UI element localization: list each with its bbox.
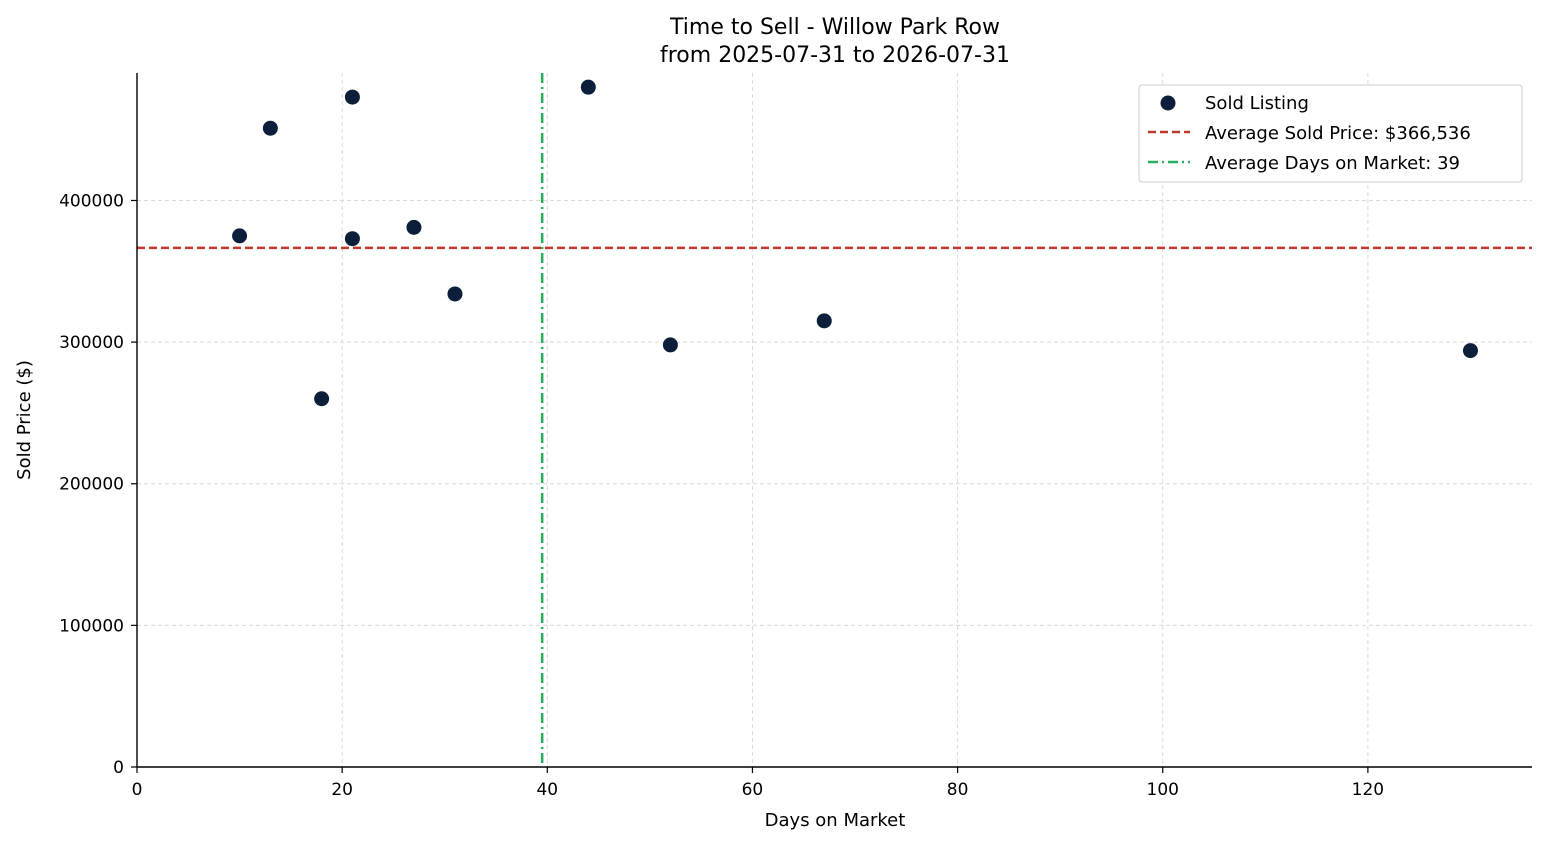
grid-lines: [137, 73, 1532, 767]
sold-listing-point: [232, 228, 248, 244]
legend-marker-sold-listing: [1160, 95, 1176, 111]
sold-listing-point: [344, 231, 360, 247]
legend-label-avg-price: Average Sold Price: $366,536: [1205, 123, 1471, 144]
y-tick-label: 200000: [59, 475, 124, 495]
x-axis-label: Days on Market: [765, 810, 906, 831]
sold-listing-point: [447, 286, 463, 302]
sold-listing-point: [314, 391, 330, 407]
legend-label-avg-days: Average Days on Market: 39: [1205, 153, 1460, 174]
x-tick-label: 20: [331, 780, 353, 800]
y-axis-label: Sold Price ($): [14, 360, 35, 480]
chart-subtitle: from 2025-07-31 to 2026-07-31: [660, 43, 1010, 68]
y-tick-label: 400000: [59, 191, 124, 211]
reference-lines: [137, 73, 1532, 767]
chart-title: Time to Sell - Willow Park Row: [669, 15, 1000, 40]
x-tick-label: 60: [742, 780, 764, 800]
sold-listing-point: [580, 79, 596, 95]
sold-listing-point: [344, 89, 360, 105]
legend-box: [1138, 84, 1523, 183]
x-tick-label: 100: [1147, 780, 1179, 800]
data-points: [232, 79, 1478, 407]
sold-listing-point: [406, 219, 422, 235]
sold-listing-point: [262, 120, 278, 136]
x-tick-label: 120: [1352, 780, 1384, 800]
legend-label-sold-listing: Sold Listing: [1205, 93, 1309, 114]
x-tick-label: 0: [132, 780, 143, 800]
y-tick-label: 100000: [59, 616, 124, 636]
y-tick-label: 300000: [59, 333, 124, 353]
sold-listing-point: [816, 313, 832, 329]
sold-listing-point: [662, 337, 678, 353]
x-tick-label: 40: [536, 780, 558, 800]
y-tick-label: 0: [113, 758, 124, 778]
sold-listing-point: [1462, 343, 1478, 359]
x-ticks: 0 20 40 60 80 100 120: [132, 767, 1384, 800]
x-tick-label: 80: [947, 780, 969, 800]
legend: Sold Listing Average Sold Price: $366,53…: [1138, 84, 1523, 183]
y-ticks: 0 100000 200000 300000 400000: [59, 191, 137, 778]
